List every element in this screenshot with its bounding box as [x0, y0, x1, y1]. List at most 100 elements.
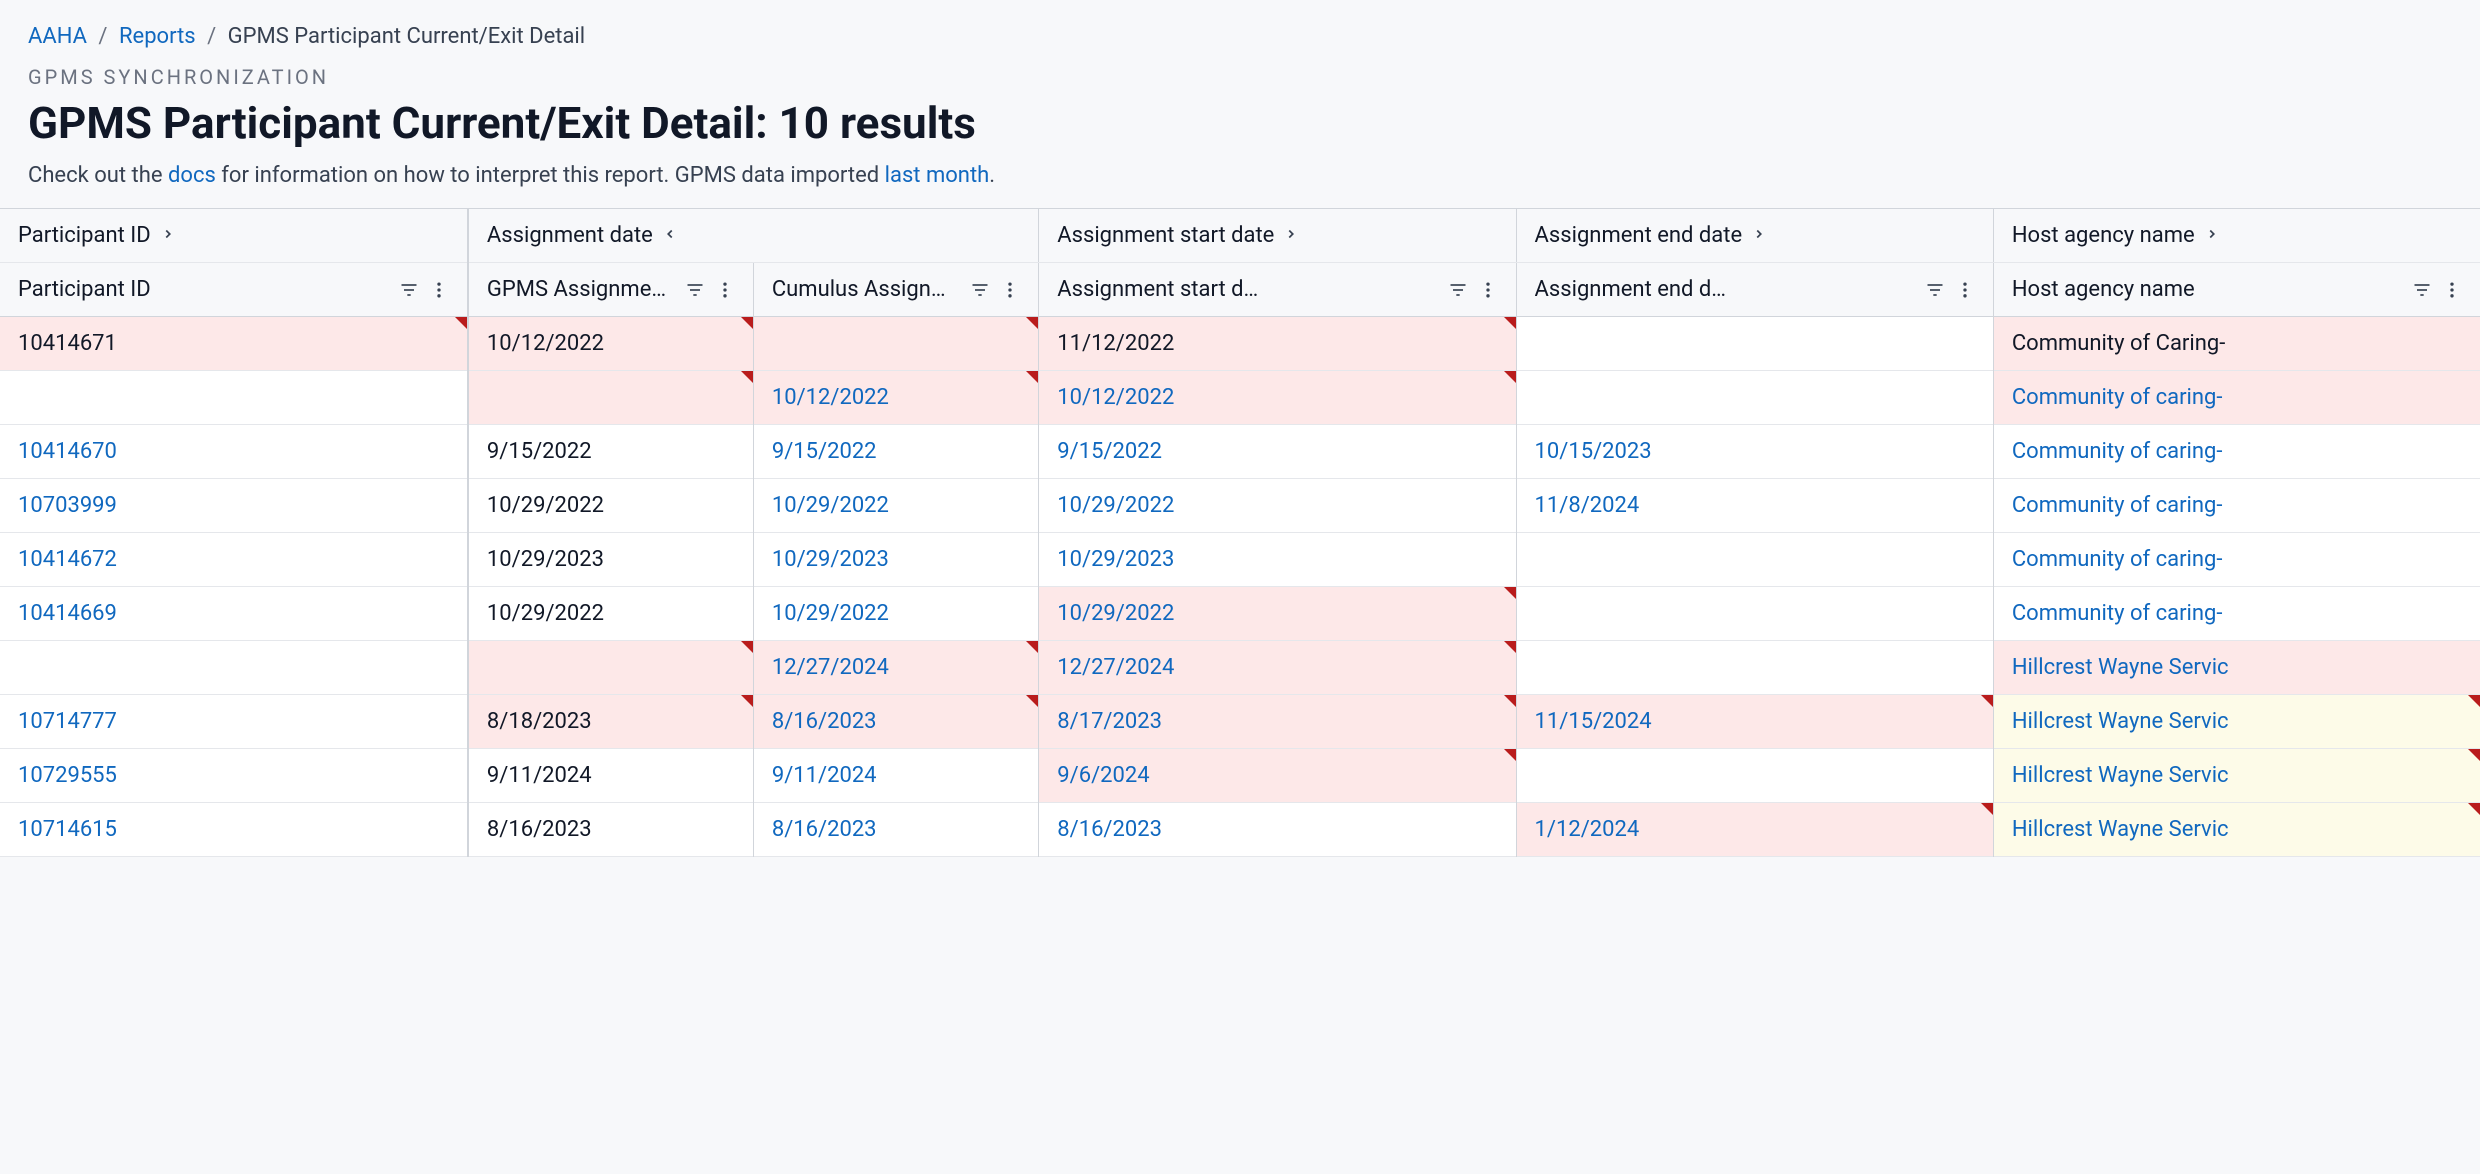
- table-cell[interactable]: 10/29/2023: [753, 533, 1038, 587]
- table-cell[interactable]: 10414670: [0, 425, 468, 479]
- breadcrumb-current: GPMS Participant Current/Exit Detail: [228, 24, 585, 49]
- table-cell[interactable]: 10/12/2022: [753, 371, 1038, 425]
- table-cell[interactable]: Community of caring-: [1993, 479, 2480, 533]
- table-row: 12/27/202412/27/2024 Hillcrest Wayne Serv…: [0, 641, 2480, 695]
- chevron-left-icon: [663, 225, 677, 246]
- group-header-label: Assignment end date: [1535, 223, 1743, 248]
- kebab-icon[interactable]: [429, 280, 449, 300]
- breadcrumb-sep: /: [207, 24, 216, 49]
- table-row: 107146158/16/20238/16/20238/16/20231/12/…: [0, 803, 2480, 857]
- table-cell[interactable]: Hillcrest Wayne Servic: [1993, 695, 2480, 749]
- table-cell[interactable]: 10/12/2022: [1039, 371, 1516, 425]
- kebab-icon[interactable]: [1000, 280, 1020, 300]
- table-cell: [0, 641, 468, 695]
- column-header[interactable]: Assignment start d…: [1039, 263, 1516, 317]
- subtitle-text: for information on how to interpret this…: [216, 163, 885, 188]
- column-header[interactable]: GPMS Assignment date: [468, 263, 753, 317]
- table-container: Participant IDAssignment dateAssignment …: [0, 208, 2480, 857]
- group-header[interactable]: Assignment end date: [1516, 209, 1993, 263]
- table-row: 1070399910/29/202210/29/202210/29/202211…: [0, 479, 2480, 533]
- table-cell[interactable]: 8/17/2023: [1039, 695, 1516, 749]
- docs-link[interactable]: docs: [168, 163, 216, 188]
- breadcrumb-sep: /: [98, 24, 107, 49]
- table-cell: 10/29/2022: [468, 587, 753, 641]
- table-cell[interactable]: 10703999: [0, 479, 468, 533]
- table-cell: Community of Caring-: [1993, 317, 2480, 371]
- lastmonth-link[interactable]: last month: [885, 163, 990, 188]
- table-cell[interactable]: Hillcrest Wayne Servic: [1993, 803, 2480, 857]
- table-cell[interactable]: 9/15/2022: [753, 425, 1038, 479]
- table-cell[interactable]: 8/16/2023: [1039, 803, 1516, 857]
- table-cell: [1516, 641, 1993, 695]
- breadcrumb-reports[interactable]: Reports: [119, 24, 196, 49]
- table-cell[interactable]: 10/29/2022: [753, 587, 1038, 641]
- table-cell[interactable]: 1/12/2024: [1516, 803, 1993, 857]
- table-cell[interactable]: Community of caring-: [1993, 533, 2480, 587]
- table-cell[interactable]: Community of caring-: [1993, 587, 2480, 641]
- kebab-icon[interactable]: [1955, 280, 1975, 300]
- table-cell: [1516, 587, 1993, 641]
- group-header[interactable]: Participant ID: [0, 209, 468, 263]
- group-header[interactable]: Assignment date: [468, 209, 1039, 263]
- table-cell[interactable]: Hillcrest Wayne Servic: [1993, 749, 2480, 803]
- table-row: 104146709/15/20229/15/20229/15/202210/15…: [0, 425, 2480, 479]
- table-body: 1041467110/12/202211/12/2022Community of…: [0, 317, 2480, 857]
- breadcrumb-root[interactable]: AAHA: [28, 24, 87, 49]
- results-table: Participant IDAssignment dateAssignment …: [0, 209, 2480, 857]
- table-cell[interactable]: 9/11/2024: [753, 749, 1038, 803]
- group-header-label: Participant ID: [18, 223, 151, 248]
- group-header[interactable]: Assignment start date: [1039, 209, 1516, 263]
- table-row: 1041467110/12/202211/12/2022Community of…: [0, 317, 2480, 371]
- table-cell[interactable]: 12/27/2024: [753, 641, 1038, 695]
- filter-icon[interactable]: [1448, 280, 1468, 300]
- table-cell[interactable]: 10729555: [0, 749, 468, 803]
- table-cell[interactable]: 11/8/2024: [1516, 479, 1993, 533]
- table-cell[interactable]: 10414669: [0, 587, 468, 641]
- table-cell[interactable]: 11/15/2024: [1516, 695, 1993, 749]
- filter-icon[interactable]: [2412, 280, 2432, 300]
- kebab-icon[interactable]: [1478, 280, 1498, 300]
- table-cell[interactable]: 10/29/2023: [1039, 533, 1516, 587]
- group-header[interactable]: Host agency name: [1993, 209, 2480, 263]
- table-cell[interactable]: Community of caring-: [1993, 425, 2480, 479]
- table-cell[interactable]: 12/27/2024: [1039, 641, 1516, 695]
- table-cell[interactable]: 8/16/2023: [753, 695, 1038, 749]
- table-cell[interactable]: 8/16/2023: [753, 803, 1038, 857]
- table-cell[interactable]: Hillcrest Wayne Servic: [1993, 641, 2480, 695]
- chevron-right-icon: [1284, 225, 1298, 246]
- filter-icon[interactable]: [685, 280, 705, 300]
- table-cell[interactable]: 10/15/2023: [1516, 425, 1993, 479]
- column-header[interactable]: Participant ID: [0, 263, 468, 317]
- table-cell[interactable]: 10/29/2022: [1039, 587, 1516, 641]
- table-row: 107295559/11/20249/11/20249/6/2024Hillcr…: [0, 749, 2480, 803]
- table-cell[interactable]: 10/29/2022: [753, 479, 1038, 533]
- column-header-label: GPMS Assignment date: [487, 277, 677, 302]
- column-header-label: Assignment start d…: [1057, 277, 1439, 302]
- table-cell[interactable]: 10714615: [0, 803, 468, 857]
- column-header-label: Host agency name: [2012, 277, 2404, 302]
- filter-icon[interactable]: [399, 280, 419, 300]
- column-header-label: Participant ID: [18, 277, 391, 302]
- column-header[interactable]: Assignment end d…: [1516, 263, 1993, 317]
- table-cell[interactable]: 9/6/2024: [1039, 749, 1516, 803]
- column-header[interactable]: Cumulus Assignment date: [753, 263, 1038, 317]
- subtitle: Check out the docs for information on ho…: [28, 163, 2452, 188]
- table-cell[interactable]: 10714777: [0, 695, 468, 749]
- table-cell: [0, 371, 468, 425]
- table-cell: [753, 317, 1038, 371]
- table-cell[interactable]: 10/29/2022: [1039, 479, 1516, 533]
- filter-icon[interactable]: [970, 280, 990, 300]
- filter-icon[interactable]: [1925, 280, 1945, 300]
- page-header: AAHA / Reports / GPMS Participant Curren…: [0, 0, 2480, 208]
- kebab-icon[interactable]: [2442, 280, 2462, 300]
- table-cell: [1516, 533, 1993, 587]
- table-cell[interactable]: 9/15/2022: [1039, 425, 1516, 479]
- table-cell: 9/11/2024: [468, 749, 753, 803]
- kebab-icon[interactable]: [715, 280, 735, 300]
- table-cell: 10/29/2023: [468, 533, 753, 587]
- group-header-label: Host agency name: [2012, 223, 2195, 248]
- column-header[interactable]: Host agency name: [1993, 263, 2480, 317]
- table-cell[interactable]: Community of caring-: [1993, 371, 2480, 425]
- group-header-row: Participant IDAssignment dateAssignment …: [0, 209, 2480, 263]
- table-cell[interactable]: 10414672: [0, 533, 468, 587]
